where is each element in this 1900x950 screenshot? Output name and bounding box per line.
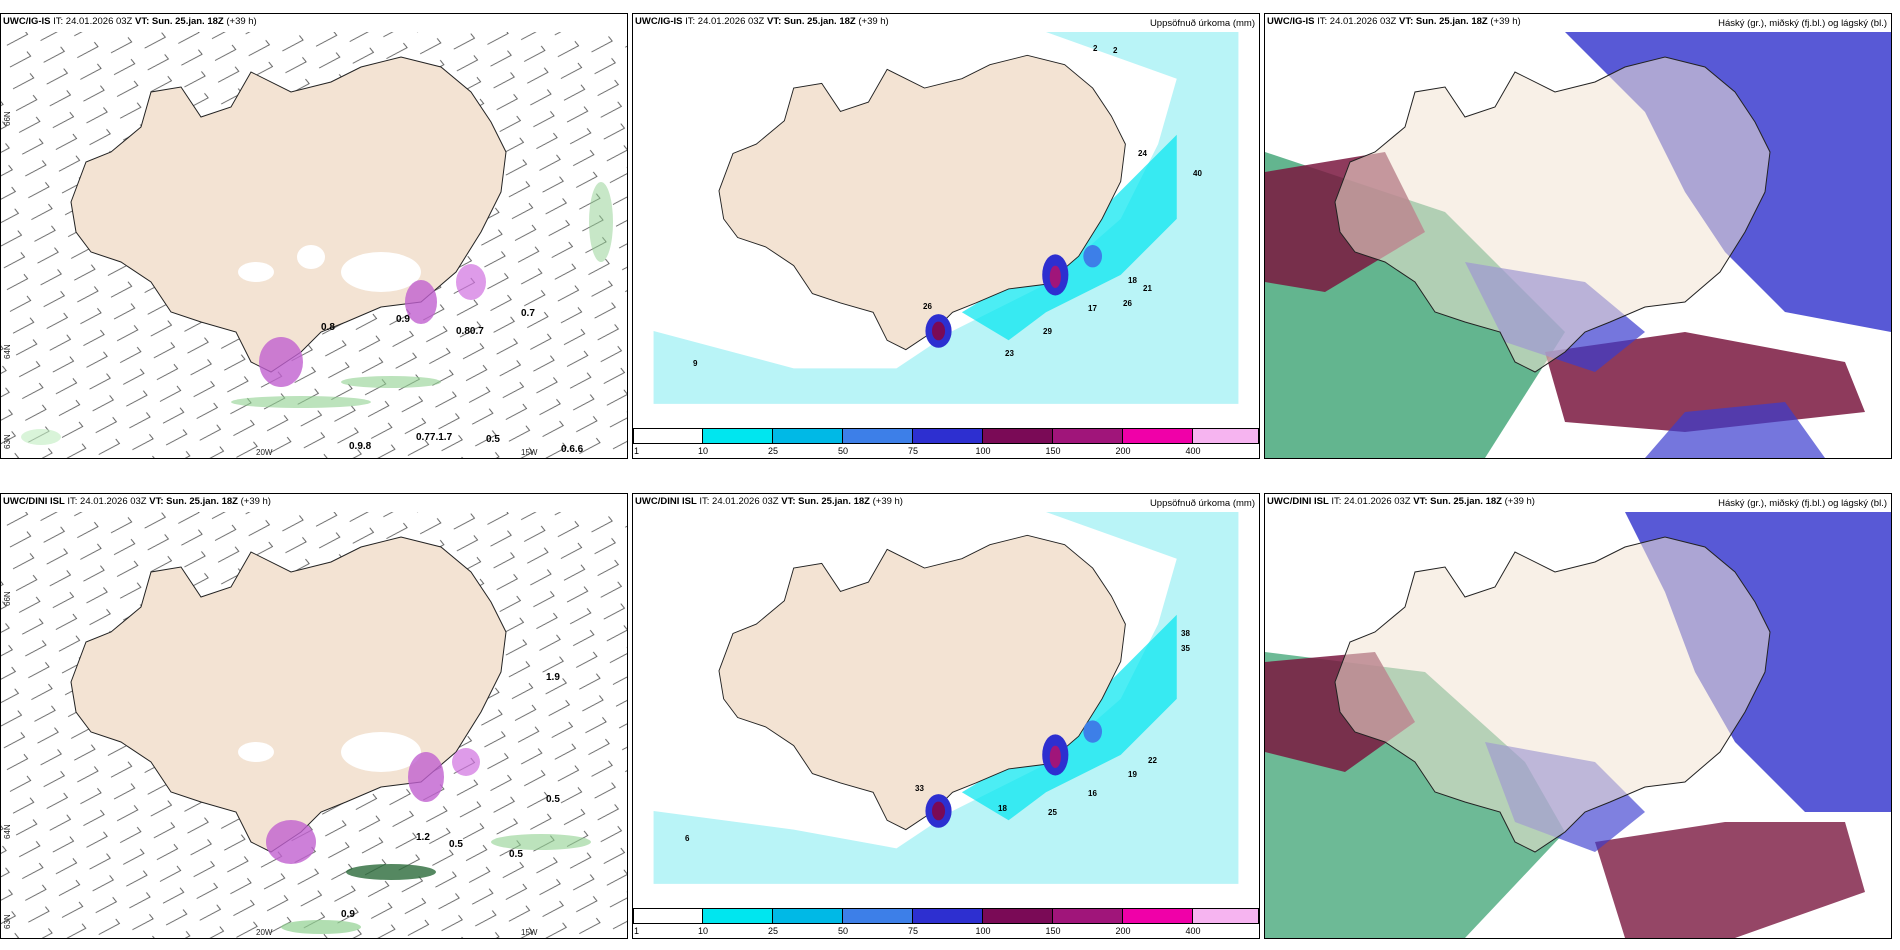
precip-value: 18 [1128, 276, 1137, 285]
precip-value: 25 [1048, 808, 1057, 817]
panel-clouds-igis: UWC/IG-IS IT: 24.01.2026 03Z VT: Sun. 25… [1264, 13, 1892, 459]
axis-label-lon: 20W [256, 448, 273, 457]
panel-header: UWC/IG-IS IT: 24.01.2026 03Z VT: Sun. 25… [1267, 16, 1521, 27]
panel-title: Háský (gr.), miðský (fj.bl.) og lágský (… [1718, 498, 1887, 509]
colorbar-label: 75 [907, 926, 919, 936]
wind-value: 0.5 [486, 434, 500, 445]
axis-label-lat: 64N [3, 824, 12, 839]
iceland-land [1334, 56, 1771, 373]
iceland-land [1334, 536, 1771, 853]
iceland-land [718, 534, 1126, 831]
precip-map [653, 512, 1239, 884]
precip-value: 38 [1181, 629, 1190, 638]
precip-value: 9 [693, 359, 698, 368]
cloud-map [1265, 512, 1891, 938]
precip-map [653, 32, 1239, 404]
wind-value: 0.9.8 [349, 441, 372, 452]
precip-value: 35 [1181, 644, 1190, 653]
precip-value: 17 [1088, 304, 1097, 313]
panel-header: UWC/DINI ISL IT: 24.01.2026 03Z VT: Sun.… [3, 496, 271, 507]
panel-header: UWC/DINI ISL IT: 24.01.2026 03Z VT: Sun.… [635, 496, 903, 507]
precip-value: 26 [923, 302, 932, 311]
wind-value: 0.8 [321, 322, 335, 333]
axis-label-lon: 20W [256, 928, 273, 937]
wind-map [1, 512, 627, 938]
panel-wind-dini: UWC/DINI ISL IT: 24.01.2026 03Z VT: Sun.… [0, 493, 628, 939]
colorbar-label: 1 [634, 926, 640, 936]
panel-header: UWC/IG-IS IT: 24.01.2026 03Z VT: Sun. 25… [3, 16, 257, 27]
axis-label-lat: 66N [3, 111, 12, 126]
wind-map [1, 32, 627, 458]
colorbar-label: 25 [767, 446, 779, 456]
panel-title: Uppsöfnuð úrkoma (mm) [1149, 18, 1255, 29]
colorbar-label: 150 [1045, 926, 1061, 936]
colorbar-label: 50 [837, 446, 849, 456]
panel-header: UWC/DINI ISL IT: 24.01.2026 03Z VT: Sun.… [1267, 496, 1535, 507]
colorbar-label: 10 [697, 926, 709, 936]
colorbar-label: 1 [634, 446, 640, 456]
panel-title: Uppsöfnuð úrkoma (mm) [1149, 498, 1255, 509]
iceland-land [70, 536, 507, 853]
colorbar-label: 100 [975, 446, 991, 456]
panel-precip-dini: UWC/DINI ISL IT: 24.01.2026 03Z VT: Sun.… [632, 493, 1260, 939]
precip-value: 2 [1093, 44, 1098, 53]
colorbar-label: 150 [1045, 446, 1061, 456]
precip-value: 23 [1005, 349, 1014, 358]
colorbar-label: 75 [907, 446, 919, 456]
iceland-land [70, 56, 507, 373]
cloud-map [1265, 32, 1891, 458]
wind-value: 0.80.7 [456, 326, 484, 337]
colorbar: 1 10 25 50 75 100 150 200 400 [633, 908, 1259, 938]
colorbar-label: 400 [1185, 926, 1201, 936]
wind-value: 0.5 [546, 794, 560, 805]
precip-value: 26 [1123, 299, 1132, 308]
colorbar-label: 100 [975, 926, 991, 936]
colorbar-label: 25 [767, 926, 779, 936]
precip-value: 2 [1113, 46, 1118, 55]
axis-label-lat: 66N [3, 591, 12, 606]
panel-title: Háský (gr.), miðský (fj.bl.) og lágský (… [1718, 18, 1887, 29]
precip-value: 19 [1128, 770, 1137, 779]
wind-value: 0.9 [396, 314, 410, 325]
panel-header: UWC/IG-IS IT: 24.01.2026 03Z VT: Sun. 25… [635, 16, 889, 27]
panel-wind-igis: UWC/IG-IS IT: 24.01.2026 03Z VT: Sun. 25… [0, 13, 628, 459]
precip-value: 6 [685, 834, 690, 843]
iceland-land [718, 54, 1126, 351]
precip-value: 21 [1143, 284, 1152, 293]
colorbar-label: 50 [837, 926, 849, 936]
wind-value: 0.6.6 [561, 444, 584, 455]
wind-value: 1.9 [546, 672, 560, 683]
axis-label-lat: 63N [3, 434, 12, 449]
axis-label-lon: 15W [521, 448, 538, 457]
precip-value: 40 [1193, 169, 1202, 178]
precip-value: 24 [1138, 149, 1147, 158]
colorbar-label: 400 [1185, 446, 1201, 456]
wind-value: 0.5 [509, 849, 523, 860]
wind-value: 1.2 [416, 832, 430, 843]
colorbar-label: 200 [1115, 926, 1131, 936]
precip-value: 29 [1043, 327, 1052, 336]
axis-label-lat: 64N [3, 344, 12, 359]
axis-label-lon: 15W [521, 928, 538, 937]
panel-precip-igis: UWC/IG-IS IT: 24.01.2026 03Z VT: Sun. 25… [632, 13, 1260, 459]
precip-value: 18 [998, 804, 1007, 813]
wind-value: 0.9 [341, 909, 355, 920]
wind-value: 0.7 [521, 308, 535, 319]
panel-clouds-dini: UWC/DINI ISL IT: 24.01.2026 03Z VT: Sun.… [1264, 493, 1892, 939]
colorbar: 1 10 25 50 75 100 150 200 400 [633, 428, 1259, 458]
precip-value: 33 [915, 784, 924, 793]
wind-value: 0.5 [449, 839, 463, 850]
colorbar-label: 10 [697, 446, 709, 456]
axis-label-lat: 63N [3, 914, 12, 929]
precip-value: 16 [1088, 789, 1097, 798]
colorbar-label: 200 [1115, 446, 1131, 456]
precip-value: 22 [1148, 756, 1157, 765]
wind-value: 0.77.1.7 [416, 432, 453, 443]
